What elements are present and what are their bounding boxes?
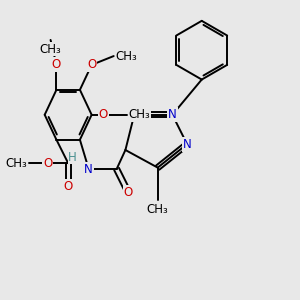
Text: N: N [84,163,93,176]
Text: O: O [124,186,133,199]
Text: O: O [43,157,52,170]
Text: CH₃: CH₃ [5,157,27,170]
Text: O: O [99,108,108,121]
Text: H: H [68,151,77,164]
Text: CH₃: CH₃ [115,50,137,63]
Text: N: N [168,108,177,121]
Text: N: N [130,108,139,121]
Text: O: O [87,58,96,71]
Text: CH₃: CH₃ [147,203,169,216]
Text: CH₃: CH₃ [128,108,150,121]
Text: CH₃: CH₃ [40,43,62,56]
Text: O: O [64,180,73,193]
Text: O: O [52,58,61,71]
Text: N: N [183,138,191,151]
